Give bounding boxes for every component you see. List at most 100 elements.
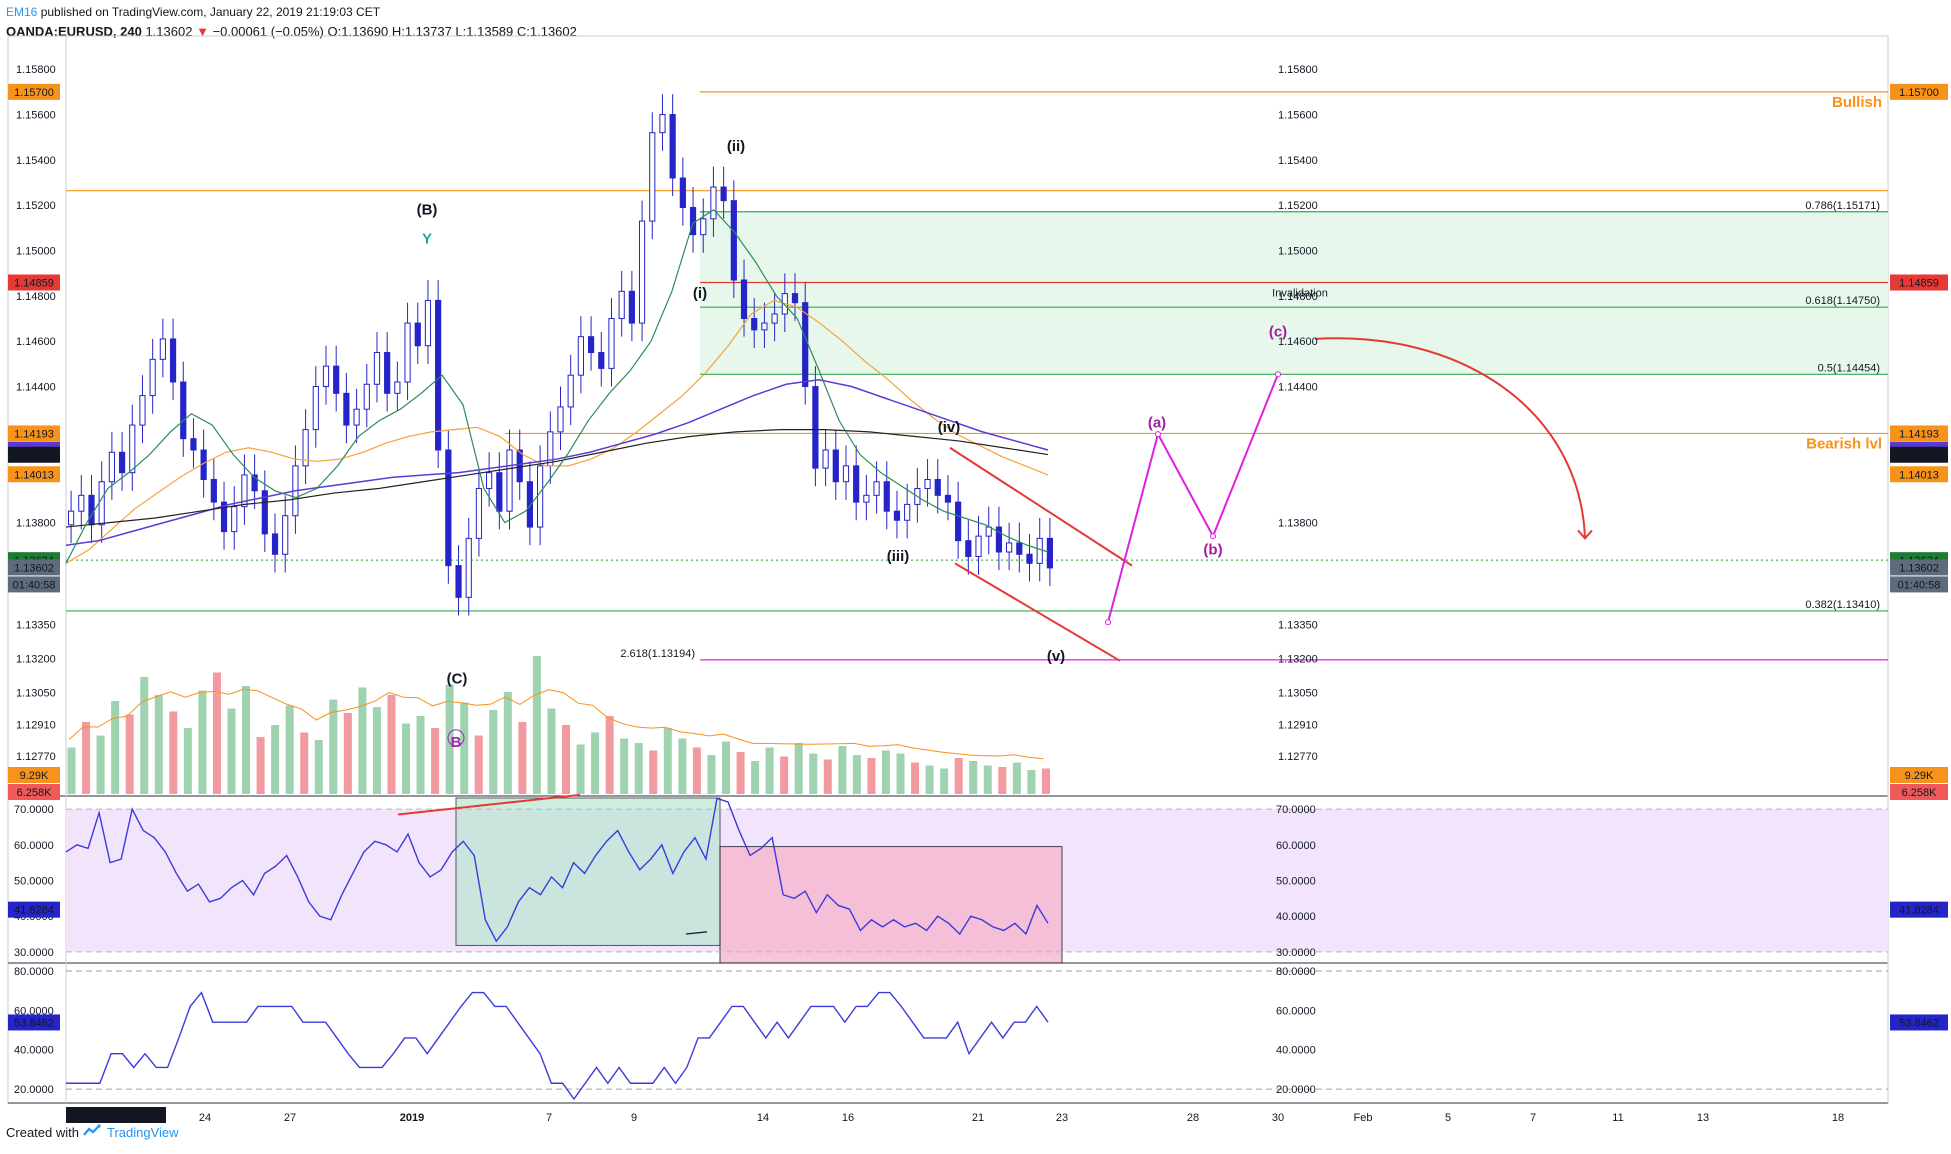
volume-bar xyxy=(489,710,498,794)
time-axis-tick: 24 xyxy=(199,1112,211,1124)
candle-body xyxy=(465,537,472,598)
candle-body xyxy=(108,451,115,483)
osc-left-tick: 40.0000 xyxy=(14,1045,54,1057)
candle-body xyxy=(1036,537,1043,564)
wave-label: (c) xyxy=(1269,324,1287,341)
volume-badge-text: 9.29K xyxy=(1905,770,1934,782)
bullish-label: Bullish xyxy=(1832,94,1882,111)
wave-label: (iv) xyxy=(938,419,961,436)
arrow-head-icon xyxy=(1577,529,1593,540)
time-axis-tick: 18 xyxy=(1832,1112,1844,1124)
candle-body xyxy=(506,449,513,512)
candle-body xyxy=(1016,542,1023,555)
candle-body xyxy=(322,365,330,388)
volume-bar xyxy=(1027,770,1036,794)
candle-body xyxy=(883,481,890,512)
volume-bar xyxy=(663,728,672,794)
volume-bar xyxy=(634,743,643,794)
candle-body xyxy=(700,218,707,236)
volume-bar xyxy=(358,687,367,794)
volume-bar xyxy=(954,758,963,794)
volume-bar xyxy=(474,735,483,794)
fib-0618-label: 0.618(1.14750) xyxy=(1805,295,1880,307)
bearish-level-label: Bearish lvl xyxy=(1806,435,1882,452)
candle-body xyxy=(312,386,319,431)
time-axis-tick: 11 xyxy=(1612,1112,1623,1124)
osc-badge-text: 53.8462 xyxy=(1899,1017,1939,1029)
right-axis-tick: 1.13200 xyxy=(1278,654,1318,666)
volume-badge xyxy=(8,767,60,783)
candle-body xyxy=(414,322,421,347)
candle-body xyxy=(445,449,452,567)
candle-body xyxy=(771,313,778,324)
volume-bar xyxy=(329,699,338,794)
time-cursor-badge xyxy=(66,1107,166,1123)
candle-body xyxy=(129,424,136,474)
rsi-left-tick: 60.0000 xyxy=(14,840,54,852)
volume-bar xyxy=(387,695,396,794)
volume-bar xyxy=(169,711,178,794)
candle-body xyxy=(333,365,340,394)
candle-body xyxy=(1046,537,1054,569)
candle-body xyxy=(924,478,931,490)
volume-badge-text: 6.258K xyxy=(1902,787,1938,799)
volume-bar xyxy=(881,750,890,794)
candle-body xyxy=(802,302,809,388)
volume-bar xyxy=(82,722,91,794)
right-axis-tick: 1.15000 xyxy=(1278,246,1318,258)
osc-right-tick: 80.0000 xyxy=(1276,966,1316,978)
rsi-range-box xyxy=(719,846,1063,964)
right-axis-tick: 1.15200 xyxy=(1278,200,1318,212)
volume-bar xyxy=(969,761,978,794)
fib-zone xyxy=(700,211,1888,375)
candle-body xyxy=(231,506,238,533)
volume-bar xyxy=(547,708,556,794)
wave-label: Y xyxy=(422,231,432,248)
left-axis-tick: 1.13800 xyxy=(16,518,56,530)
tradingview-link[interactable]: TradingView xyxy=(106,1125,179,1140)
projection-point xyxy=(1275,371,1281,378)
price-badge xyxy=(8,576,60,593)
volume-badge-text: 6.258K xyxy=(17,787,53,799)
rsi-right-tick: 40.0000 xyxy=(1276,911,1316,923)
volume-bar xyxy=(431,728,440,794)
candle-body xyxy=(567,374,574,408)
volume-bar xyxy=(285,705,294,794)
price-badge xyxy=(8,466,60,483)
rsi-divergence-line xyxy=(397,793,581,816)
ma-purple-line xyxy=(65,378,1049,546)
right-axis-tick: 1.13800 xyxy=(1278,518,1318,530)
rsi-right-tick: 70.0000 xyxy=(1276,804,1316,816)
volume-bar xyxy=(227,708,236,794)
left-axis-tick: 1.13200 xyxy=(16,654,56,666)
author-link[interactable]: EM16 xyxy=(6,5,38,19)
volume-bar xyxy=(867,758,876,794)
publish-line: EM16 published on TradingView.com, Janua… xyxy=(6,2,577,22)
symbol-name[interactable]: OANDA:EURUSD, 240 xyxy=(6,24,142,39)
candle-body xyxy=(751,318,758,331)
candle-body xyxy=(904,503,911,521)
candle-body xyxy=(455,565,462,598)
osc-badge xyxy=(1890,1014,1948,1031)
wedge-lower-line xyxy=(954,562,1121,662)
right-axis-tick: 1.13350 xyxy=(1278,620,1318,632)
volume-bar xyxy=(707,755,716,794)
volume-bar xyxy=(242,686,251,794)
osc-badge xyxy=(8,1014,60,1031)
ma-green-line xyxy=(65,208,1049,564)
time-axis-tick: 7 xyxy=(1530,1112,1536,1124)
candle-body xyxy=(791,293,799,304)
left-axis-tick: 1.15200 xyxy=(16,200,56,212)
volume-bar xyxy=(940,768,949,794)
time-axis-tick: 13 xyxy=(1697,1112,1709,1124)
volume-bar xyxy=(823,759,832,794)
osc-right-tick: 20.0000 xyxy=(1276,1084,1316,1096)
right-axis-tick: 1.14600 xyxy=(1278,336,1318,348)
candle-body xyxy=(404,322,411,383)
rsi-badge-text: 41.8284 xyxy=(1899,905,1939,917)
left-axis-tick: 1.15400 xyxy=(16,155,56,167)
volume-bar xyxy=(416,716,425,794)
candle-body xyxy=(853,465,860,503)
right-axis-tick: 1.15800 xyxy=(1278,64,1318,76)
